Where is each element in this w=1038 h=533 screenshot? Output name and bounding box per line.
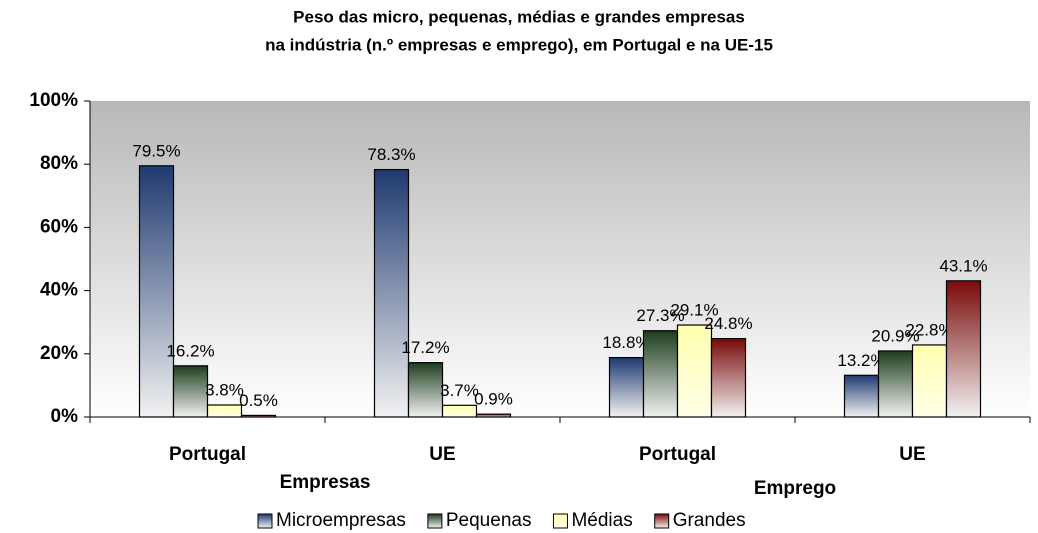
legend-label: Microempresas <box>276 510 406 531</box>
bar <box>911 344 948 418</box>
data-label: 0.9% <box>474 390 513 409</box>
legend-swatch <box>552 513 568 529</box>
y-tick-label: 80% <box>40 153 78 174</box>
chart-title: Peso das micro, pequenas, médias e grand… <box>293 7 745 26</box>
data-label: 43.1% <box>939 256 987 275</box>
group-label: Emprego <box>754 478 836 499</box>
data-label: 17.2% <box>401 338 449 357</box>
bar <box>608 356 645 418</box>
group-label: Empresas <box>280 472 371 493</box>
bar <box>172 365 209 418</box>
data-label: 29.1% <box>670 301 718 320</box>
bar <box>373 168 410 418</box>
legend-label: Grandes <box>673 510 746 531</box>
bar <box>138 165 175 418</box>
bar <box>877 350 914 418</box>
data-label: 0.5% <box>239 391 278 410</box>
y-tick-label: 40% <box>40 280 78 301</box>
bar <box>676 324 713 418</box>
data-label: 3.7% <box>440 381 479 400</box>
bar <box>945 280 982 418</box>
data-label: 78.3% <box>367 145 415 164</box>
data-label: 20.9% <box>871 326 919 345</box>
bar <box>843 374 880 418</box>
y-tick-label: 100% <box>29 90 78 111</box>
bar <box>206 404 243 418</box>
x-tick-label: Portugal <box>169 444 246 465</box>
y-tick-label: 0% <box>51 406 79 427</box>
y-tick-label: 20% <box>40 343 78 364</box>
data-label: 13.2% <box>837 351 885 370</box>
x-tick-label: UE <box>899 444 925 465</box>
legend-swatch <box>654 513 670 529</box>
bar <box>407 362 444 418</box>
x-tick-label: UE <box>429 444 455 465</box>
data-label: 24.8% <box>704 314 752 333</box>
bar <box>441 404 478 418</box>
bar <box>642 330 679 418</box>
legend-label: Médias <box>571 510 632 531</box>
data-label: 3.8% <box>205 380 244 399</box>
chart-title: na indústria (n.º empresas e emprego), e… <box>265 35 773 54</box>
data-label: 79.5% <box>132 141 180 160</box>
data-label: 18.8% <box>602 333 650 352</box>
legend-label: Pequenas <box>446 510 532 531</box>
bar <box>240 414 277 418</box>
plot-area <box>90 101 1030 417</box>
legend-swatch <box>257 513 273 529</box>
bar <box>710 338 747 418</box>
data-label: 27.3% <box>636 306 684 325</box>
y-tick-label: 60% <box>40 216 78 237</box>
x-tick-label: Portugal <box>639 444 716 465</box>
data-label: 22.8% <box>905 320 953 339</box>
data-label: 16.2% <box>166 341 214 360</box>
bar <box>475 413 512 418</box>
legend-swatch <box>427 513 443 529</box>
